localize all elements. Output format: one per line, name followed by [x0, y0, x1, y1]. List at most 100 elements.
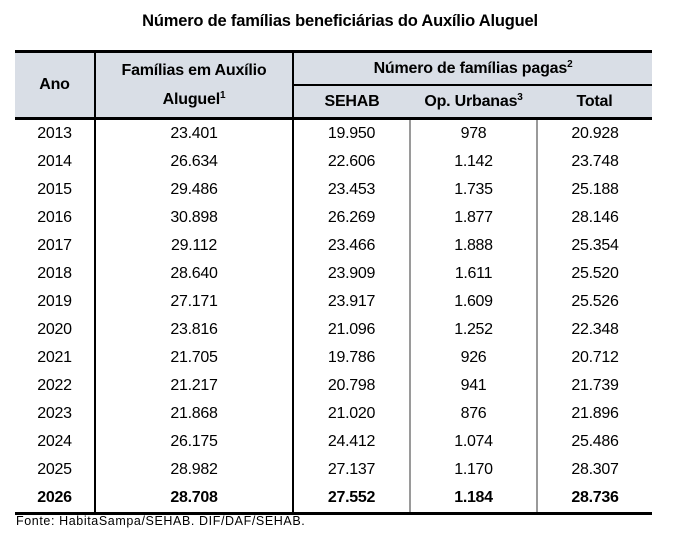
header-total: Total [537, 84, 652, 120]
cell-sehab: 19.786 [293, 344, 411, 372]
cell-op-urbanas: 1.609 [410, 288, 538, 316]
cell-sehab: 23.917 [293, 288, 411, 316]
footnote-2-marker: 2 [567, 58, 573, 70]
header-familias-line2: Aluguel [162, 91, 220, 108]
cell-sehab: 26.269 [293, 204, 411, 232]
cell-ano: 2015 [15, 176, 96, 204]
cell-sehab: 23.909 [293, 260, 411, 288]
table-header: Ano Famílias em Auxílio Aluguel1 Número … [15, 50, 652, 120]
cell-sehab: 23.453 [293, 176, 411, 204]
cell-familias-auxilio: 30.898 [95, 204, 294, 232]
cell-total: 21.896 [571, 405, 619, 422]
cell-ano: 2020 [15, 316, 96, 344]
cell-ano: 2026 [15, 484, 96, 515]
cell-ano: 2023 [15, 400, 96, 428]
table-row: 2014 26.634 22.606 1.142 23.748 [15, 148, 652, 176]
cell-total: 25.520 [571, 265, 619, 282]
cell-total: 22.348 [571, 321, 619, 338]
cell-op-urbanas: 978 [410, 118, 538, 148]
cell-familias-auxilio: 21.217 [95, 372, 294, 400]
cell-op-urbanas: 1.735 [410, 176, 538, 204]
cell-sehab: 20.798 [293, 372, 411, 400]
cell-op-urbanas: 1.252 [410, 316, 538, 344]
table-body: 2013 23.401 19.950 978 20.928 2014 26.634 22.60… [15, 118, 652, 515]
cell-total: 28.307 [571, 461, 619, 478]
table-row: 2022 21.217 20.798 941 21.739 [15, 372, 652, 400]
table-title: Número de famílias beneficiárias do Auxí… [142, 12, 538, 30]
cell-familias-auxilio: 28.708 [95, 484, 294, 515]
cell-ano: 2018 [15, 260, 96, 288]
cell-ano: 2022 [15, 372, 96, 400]
cell-total: 25.188 [571, 181, 619, 198]
cell-familias-auxilio: 29.486 [95, 176, 294, 204]
source-footnote: Fonte: HabitaSampa/SEHAB. DIF/DAF/SEHAB. [16, 514, 306, 528]
cell-familias-auxilio: 21.868 [95, 400, 294, 428]
cell-ano: 2014 [15, 148, 96, 176]
cell-op-urbanas: 941 [410, 372, 538, 400]
cell-sehab: 22.606 [293, 148, 411, 176]
header-familias: Famílias em Auxílio Aluguel1 [95, 50, 294, 120]
cell-op-urbanas: 926 [410, 344, 538, 372]
footnote-1-marker: 1 [219, 90, 226, 101]
cell-op-urbanas: 876 [410, 400, 538, 428]
cell-total: 20.928 [571, 125, 619, 142]
cell-sehab: 19.950 [293, 118, 411, 148]
table-row: 2021 21.705 19.786 926 20.712 [15, 344, 652, 372]
cell-total: 21.739 [571, 377, 619, 394]
cell-ano: 2025 [15, 456, 96, 484]
cell-ano: 2017 [15, 232, 96, 260]
table-row: 2019 27.171 23.917 1.609 25.526 [15, 288, 652, 316]
table-row: 2018 28.640 23.909 1.611 25.520 [15, 260, 652, 288]
cell-sehab: 24.412 [293, 428, 411, 456]
table-row: 2023 21.868 21.020 876 21.896 [15, 400, 652, 428]
cell-familias-auxilio: 26.175 [95, 428, 294, 456]
cell-familias-auxilio: 28.982 [95, 456, 294, 484]
cell-op-urbanas: 1.184 [410, 484, 538, 515]
cell-op-urbanas: 1.074 [410, 428, 538, 456]
header-op-urbanas-label: Op. Urbanas [424, 92, 518, 110]
cell-total: 25.486 [571, 433, 619, 450]
header-op-urbanas: Op. Urbanas3 [410, 84, 537, 120]
cell-total: 20.712 [571, 349, 619, 366]
cell-op-urbanas: 1.142 [410, 148, 538, 176]
cell-total: 25.526 [571, 293, 619, 310]
cell-familias-auxilio: 23.401 [95, 118, 294, 148]
cell-familias-auxilio: 26.634 [95, 148, 294, 176]
cell-familias-auxilio: 21.705 [95, 344, 294, 372]
cell-total: 23.748 [571, 153, 619, 170]
cell-ano: 2019 [15, 288, 96, 316]
header-familias-line1: Famílias em Auxílio [121, 62, 267, 79]
cell-familias-auxilio: 29.112 [95, 232, 294, 260]
cell-sehab: 27.137 [293, 456, 411, 484]
cell-op-urbanas: 1.170 [410, 456, 538, 484]
header-group-label: Número de famílias pagas [373, 59, 568, 77]
table-row: 2026 28.708 27.552 1.184 28.736 [15, 484, 652, 515]
cell-ano: 2016 [15, 204, 96, 232]
cell-total: 25.354 [571, 237, 619, 254]
table-row: 2024 26.175 24.412 1.074 25.486 [15, 428, 652, 456]
header-ano: Ano [15, 50, 96, 120]
cell-op-urbanas: 1.888 [410, 232, 538, 260]
cell-familias-auxilio: 27.171 [95, 288, 294, 316]
cell-familias-auxilio: 23.816 [95, 316, 294, 344]
cell-op-urbanas: 1.877 [410, 204, 538, 232]
cell-ano: 2021 [15, 344, 96, 372]
table-row: 2013 23.401 19.950 978 20.928 [15, 118, 652, 148]
header-group-familias-pagas: Número de famílias pagas2 [293, 50, 652, 86]
footnote-3-marker: 3 [517, 91, 523, 103]
cell-sehab: 21.096 [293, 316, 411, 344]
table-row: 2015 29.486 23.453 1.735 25.188 [15, 176, 652, 204]
table-row: 2017 29.112 23.466 1.888 25.354 [15, 232, 652, 260]
header-familias-line2-wrap: Aluguel1 [96, 85, 292, 116]
cell-sehab: 21.020 [293, 400, 411, 428]
cell-total: 28.736 [537, 484, 652, 515]
cell-op-urbanas: 1.611 [410, 260, 538, 288]
table-row: 2020 23.816 21.096 1.252 22.348 [15, 316, 652, 344]
cell-sehab: 27.552 [293, 484, 411, 515]
table-row: 2025 28.982 27.137 1.170 28.307 [15, 456, 652, 484]
cell-ano: 2013 [15, 118, 96, 148]
cell-familias-auxilio: 28.640 [95, 260, 294, 288]
cell-sehab: 23.466 [293, 232, 411, 260]
header-sehab: SEHAB [293, 84, 410, 120]
cell-ano: 2024 [15, 428, 96, 456]
